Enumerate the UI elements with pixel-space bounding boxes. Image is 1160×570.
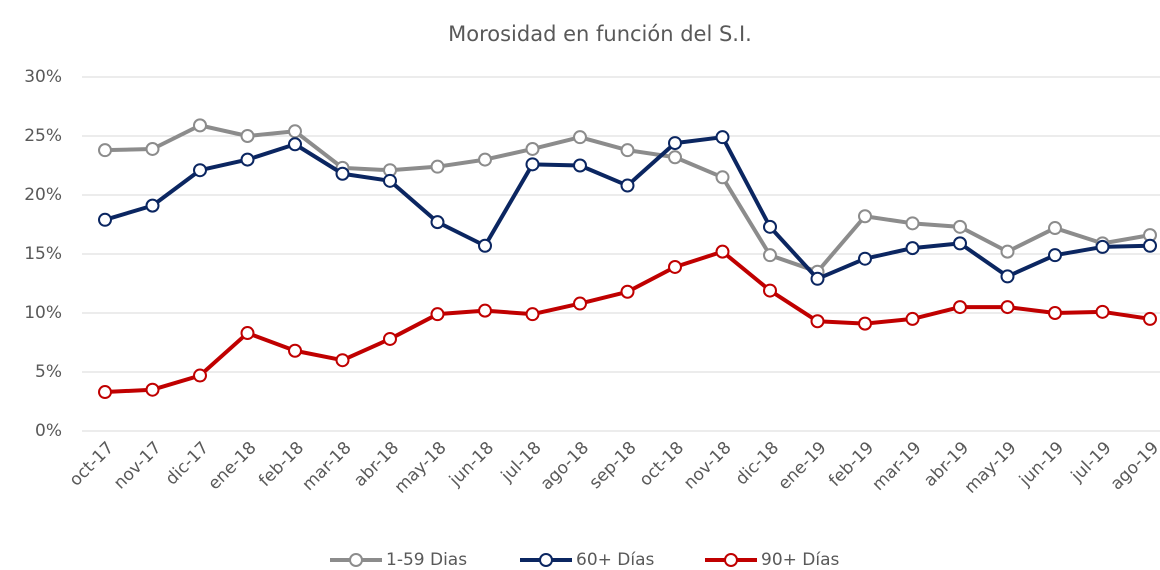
data-point <box>145 198 160 213</box>
legend-label: 90+ Días <box>761 550 840 570</box>
chart-title: Morosidad en función del S.I. <box>448 22 752 46</box>
data-point <box>335 166 350 181</box>
data-point <box>478 303 492 318</box>
y-tick-label: 0% <box>35 421 62 441</box>
data-point <box>1048 221 1062 236</box>
x-tick-label: nov-17 <box>110 438 166 494</box>
series-line <box>104 249 1151 395</box>
data-point <box>525 307 540 322</box>
y-tick-label: 10% <box>24 303 62 323</box>
data-point <box>715 170 730 185</box>
data-point <box>668 136 682 151</box>
x-tick-label: ago-19 <box>1107 438 1160 494</box>
data-point <box>98 143 112 158</box>
x-tick-label: ene-19 <box>774 438 830 494</box>
data-point <box>193 163 207 178</box>
data-point <box>858 316 872 331</box>
data-point <box>905 216 920 231</box>
data-point <box>905 311 920 326</box>
data-point <box>1000 300 1015 315</box>
data-point <box>763 248 777 263</box>
data-point <box>430 307 445 322</box>
data-point <box>383 331 397 346</box>
x-tick-label: ago-18 <box>537 438 593 494</box>
y-tick-label: 15% <box>24 244 62 264</box>
y-tick-label: 5% <box>35 362 62 382</box>
data-point <box>1000 269 1015 284</box>
data-point <box>1143 311 1157 326</box>
data-point <box>288 124 302 139</box>
legend-label: 60+ Días <box>576 550 655 570</box>
data-point <box>145 141 160 156</box>
data-point <box>668 150 682 165</box>
data-point <box>1143 238 1157 253</box>
data-point <box>240 326 255 341</box>
data-point <box>193 118 207 133</box>
data-point <box>1048 248 1062 263</box>
data-point <box>668 259 682 274</box>
data-point <box>810 271 825 286</box>
y-tick-label: 20% <box>24 185 62 205</box>
data-point <box>810 314 825 329</box>
y-tick-label: 25% <box>24 126 62 146</box>
data-point <box>858 209 872 224</box>
x-tick-label: may-19 <box>961 438 1021 498</box>
data-point <box>763 283 777 298</box>
x-tick-label: nov-18 <box>680 438 736 494</box>
data-point <box>905 241 920 256</box>
x-tick-label: may-18 <box>391 438 451 498</box>
data-point <box>240 152 255 167</box>
data-point <box>858 251 872 266</box>
x-tick-label: oct-18 <box>636 438 688 490</box>
data-point <box>1000 244 1015 259</box>
data-point <box>145 382 160 397</box>
data-point <box>620 178 635 193</box>
data-point <box>525 157 540 172</box>
data-point <box>1095 239 1110 254</box>
legend-label: 1-59 Dias <box>386 550 467 570</box>
data-point <box>430 215 445 230</box>
x-tick-label: mar-19 <box>869 438 926 495</box>
data-point <box>478 238 492 253</box>
data-point <box>1095 304 1110 319</box>
data-point <box>953 236 967 251</box>
series-line <box>104 135 1151 281</box>
data-point <box>573 158 587 173</box>
data-point <box>335 353 350 368</box>
x-tick-label: oct-17 <box>66 438 118 490</box>
data-point <box>573 296 587 311</box>
legend-marker <box>349 553 363 567</box>
x-tick-label: mar-18 <box>299 438 356 495</box>
data-point <box>430 159 445 174</box>
x-tick-label: jun-18 <box>445 438 498 491</box>
data-point <box>525 141 540 156</box>
data-point <box>763 219 777 234</box>
data-point <box>953 219 967 234</box>
x-tick-label: jun-19 <box>1015 438 1068 491</box>
data-point <box>288 137 302 152</box>
data-point <box>715 244 730 259</box>
data-point <box>620 143 635 158</box>
data-point <box>573 130 587 145</box>
legend-marker <box>724 553 738 567</box>
data-point <box>1048 306 1062 320</box>
data-point <box>98 212 112 227</box>
legend-marker <box>539 553 553 567</box>
x-tick-label: sep-18 <box>586 438 641 493</box>
data-point <box>383 173 397 188</box>
data-point <box>98 385 112 400</box>
data-point <box>715 130 730 145</box>
data-point <box>953 300 967 315</box>
y-tick-label: 30% <box>24 67 62 87</box>
data-point <box>193 368 207 383</box>
data-point <box>288 343 302 358</box>
data-point <box>478 152 492 167</box>
x-tick-label: ene-18 <box>204 438 260 494</box>
data-point <box>620 284 635 299</box>
data-point <box>240 129 255 143</box>
